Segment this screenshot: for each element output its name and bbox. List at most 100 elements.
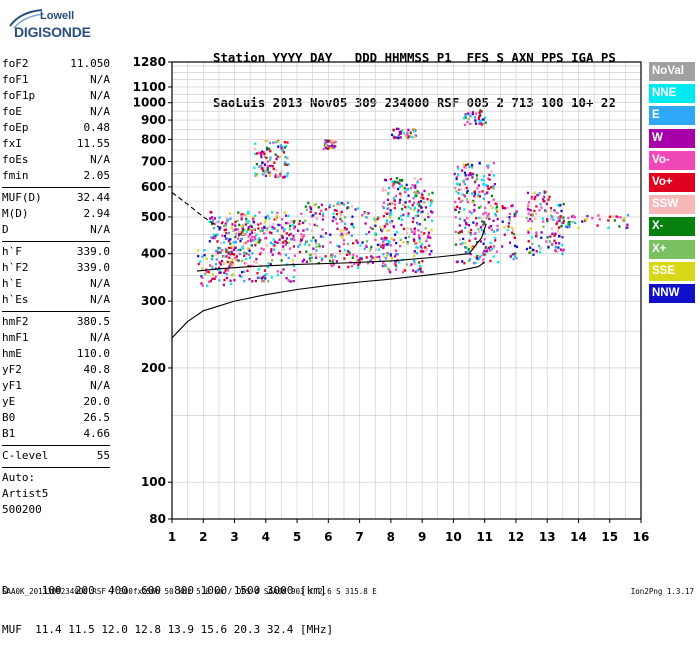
- autoscale-label: Auto:: [2, 471, 36, 484]
- echo-point: [334, 255, 337, 258]
- echo-point: [255, 261, 258, 265]
- y-tick-label: 1280: [133, 55, 166, 69]
- echo-point: [309, 259, 312, 263]
- echo-point: [414, 130, 417, 133]
- echo-point: [458, 207, 461, 210]
- echo-point: [247, 240, 250, 243]
- echo-point: [478, 195, 481, 198]
- echo-point: [471, 166, 474, 169]
- echo-point: [242, 244, 245, 248]
- echo-point: [531, 213, 534, 216]
- echo-point: [621, 219, 624, 223]
- echo-point: [612, 215, 615, 218]
- echo-point: [253, 260, 256, 263]
- echo-point: [393, 203, 397, 206]
- echo-point: [427, 212, 430, 215]
- echo-point: [253, 228, 256, 231]
- echo-point: [373, 217, 376, 221]
- echo-point: [324, 140, 327, 144]
- echo-point: [390, 133, 394, 136]
- echo-point: [464, 116, 467, 119]
- echo-point: [426, 198, 429, 201]
- y-tick-label: 1100: [133, 80, 166, 94]
- echo-point: [287, 241, 290, 244]
- echo-point: [418, 261, 421, 264]
- echo-point: [529, 246, 532, 249]
- echo-point: [231, 245, 234, 248]
- echo-point: [418, 241, 421, 244]
- echo-point: [308, 257, 311, 260]
- echo-point: [556, 220, 559, 223]
- echo-point: [383, 264, 386, 267]
- echo-point: [301, 260, 304, 263]
- echo-point: [389, 244, 392, 247]
- echo-point: [485, 212, 488, 216]
- echo-point: [467, 250, 470, 253]
- echo-point: [238, 274, 241, 277]
- echo-point: [284, 155, 287, 159]
- echo-point: [465, 114, 468, 117]
- echo-point: [413, 135, 416, 138]
- echo-point: [477, 117, 481, 121]
- echo-point: [214, 237, 217, 240]
- echo-point: [318, 212, 321, 215]
- echo-point: [282, 151, 285, 154]
- echo-point: [513, 212, 516, 215]
- echo-point: [329, 146, 332, 150]
- echo-point: [300, 238, 303, 241]
- echo-point: [390, 257, 394, 260]
- echo-point: [210, 211, 213, 214]
- echo-point: [545, 202, 548, 206]
- echo-point: [329, 241, 332, 244]
- echo-point: [211, 219, 214, 223]
- legend-item-e: E: [649, 106, 695, 126]
- echo-point: [386, 203, 390, 206]
- echo-point: [293, 269, 296, 272]
- echo-point: [288, 233, 291, 237]
- param-value: N/A: [90, 73, 110, 86]
- param-name: foF1p: [2, 89, 36, 102]
- echo-point: [484, 206, 487, 210]
- echo-point: [487, 177, 490, 180]
- echo-point: [413, 195, 416, 198]
- echo-point: [480, 110, 483, 113]
- echo-point: [457, 192, 460, 195]
- echo-point: [488, 226, 491, 229]
- echo-point: [553, 209, 556, 212]
- echo-point: [244, 220, 247, 224]
- echo-point: [234, 246, 237, 250]
- echo-point: [533, 209, 536, 213]
- echo-point: [330, 255, 333, 259]
- param-row: D N/A: [2, 222, 110, 238]
- echo-point: [458, 183, 461, 186]
- echo-point: [549, 210, 552, 213]
- echo-point: [386, 243, 389, 246]
- echo-point: [239, 239, 242, 243]
- echo-point: [395, 268, 398, 271]
- echo-point: [568, 220, 571, 224]
- echo-point: [297, 229, 300, 232]
- echo-point: [263, 152, 266, 156]
- echo-point: [424, 206, 427, 209]
- echo-point: [456, 260, 459, 263]
- header-labels: Station YYYY DAY DDD HHMMSS P1 FFS S AXN…: [213, 50, 616, 65]
- echo-point: [418, 236, 421, 240]
- echo-point: [472, 261, 476, 265]
- param-row: fmin 2.05: [2, 168, 110, 184]
- echo-point: [225, 267, 228, 271]
- echo-point: [342, 242, 345, 246]
- echo-point: [482, 183, 485, 186]
- echo-point: [468, 239, 471, 242]
- echo-point: [540, 206, 543, 209]
- echo-point: [407, 205, 410, 209]
- echo-point: [492, 219, 495, 222]
- echo-point: [243, 254, 246, 257]
- echo-point: [555, 246, 558, 249]
- param-value: N/A: [90, 277, 110, 290]
- echo-point: [555, 242, 558, 245]
- echo-point: [273, 248, 276, 251]
- echo-point: [265, 228, 268, 231]
- echo-point: [609, 215, 612, 218]
- echo-point: [299, 239, 302, 243]
- echo-point: [336, 222, 339, 225]
